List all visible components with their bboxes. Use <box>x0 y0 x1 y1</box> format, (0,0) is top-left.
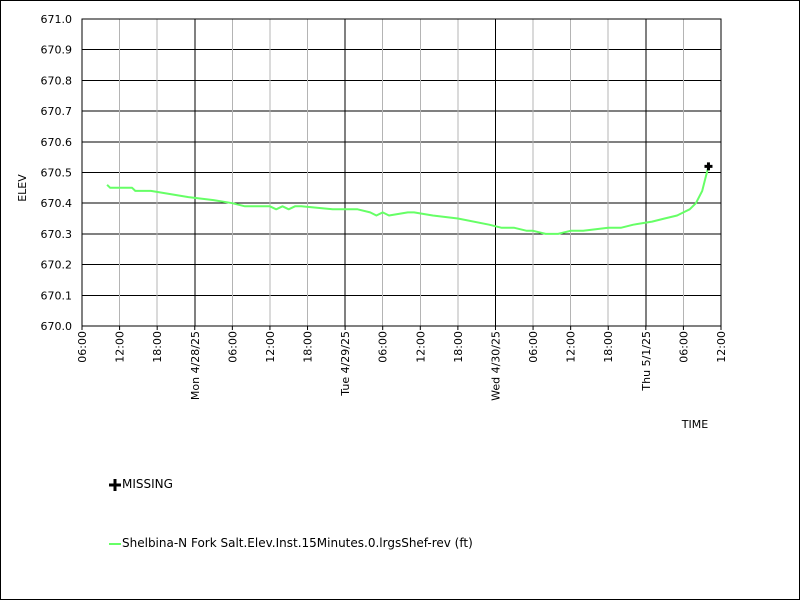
x-tick-label: Wed 4/30/25 <box>489 331 502 401</box>
series-line-swatch <box>109 543 121 545</box>
y-tick-label: 671.0 <box>41 13 73 26</box>
y-tick-label: 670.8 <box>41 74 73 87</box>
y-tick-label: 670.2 <box>41 259 73 272</box>
x-tick-label: Mon 4/28/25 <box>189 331 202 400</box>
y-tick-label: 670.4 <box>41 197 73 210</box>
y-tick-label: 670.9 <box>41 44 73 57</box>
x-tick-label: 12:00 <box>264 331 277 363</box>
x-tick-label: 06:00 <box>377 331 390 363</box>
x-tick-label: 12:00 <box>414 331 427 363</box>
y-tick-label: 670.6 <box>41 136 73 149</box>
y-axis-label: ELEV <box>16 174 29 202</box>
y-tick-label: 670.7 <box>41 105 73 118</box>
x-tick-label: 06:00 <box>76 331 89 363</box>
x-tick-label: 12:00 <box>565 331 578 363</box>
axis-layer: 670.0 670.1 670.2 670.3 670.4 670.5 670.6 670.7… <box>41 13 729 401</box>
series-line <box>106 166 710 235</box>
y-tick-label: 670.3 <box>41 228 73 241</box>
y-tick-label: 670.0 <box>41 320 73 333</box>
x-tick-label: 18:00 <box>452 331 465 363</box>
x-tick-label: 12:00 <box>715 331 728 363</box>
x-tick-label: 18:00 <box>302 331 315 363</box>
plot-border <box>81 18 722 327</box>
x-tick-label: 06:00 <box>226 331 239 363</box>
x-tick-label: Thu 5/1/25 <box>640 331 653 392</box>
x-tick-label: 06:00 <box>677 331 690 363</box>
x-tick-label: 12:00 <box>114 331 127 363</box>
missing-marker-icon <box>109 479 121 491</box>
x-tick-label: 18:00 <box>602 331 615 363</box>
legend-missing-label: MISSING <box>122 477 173 491</box>
x-axis-label: TIME <box>681 418 708 431</box>
y-tick-label: 670.1 <box>41 289 73 302</box>
x-tick-label: 06:00 <box>527 331 540 363</box>
x-tick-label: 18:00 <box>151 331 164 363</box>
legend-series-label: Shelbina-N Fork Salt.Elev.Inst.15Minutes… <box>122 536 473 550</box>
grid-layer <box>81 18 722 327</box>
y-tick-label: 670.5 <box>41 167 73 180</box>
series-layer <box>106 162 713 235</box>
missing-marker <box>704 162 713 171</box>
x-tick-label: Tue 4/29/25 <box>339 331 352 397</box>
